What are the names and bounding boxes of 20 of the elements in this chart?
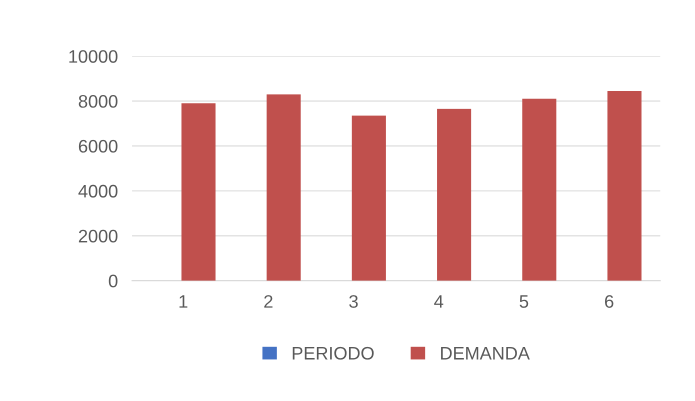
bar (522, 98, 556, 281)
bar (437, 108, 472, 281)
x-tick-label: 3 (349, 295, 358, 308)
bar (607, 90, 642, 281)
x-tick-label: 6 (605, 295, 614, 308)
y-tick-label: 2000 (78, 230, 118, 243)
bar (181, 103, 216, 281)
y-tick-label: 10000 (69, 50, 118, 63)
y-tick-label: 0 (108, 274, 118, 288)
bar (266, 94, 301, 281)
y-tick-label: 8000 (78, 94, 118, 108)
x-tick-label: 2 (264, 295, 272, 308)
y-tick-label: 4000 (78, 184, 118, 198)
x-tick-label: 1 (180, 295, 188, 308)
y-tick-label: 6000 (78, 140, 118, 153)
bar (352, 116, 386, 281)
legend-label: PERIODO (292, 346, 374, 360)
x-tick-label: 4 (434, 295, 444, 308)
x-tick-label: 5 (520, 295, 528, 308)
legend-label: DEMANDA (441, 347, 530, 360)
